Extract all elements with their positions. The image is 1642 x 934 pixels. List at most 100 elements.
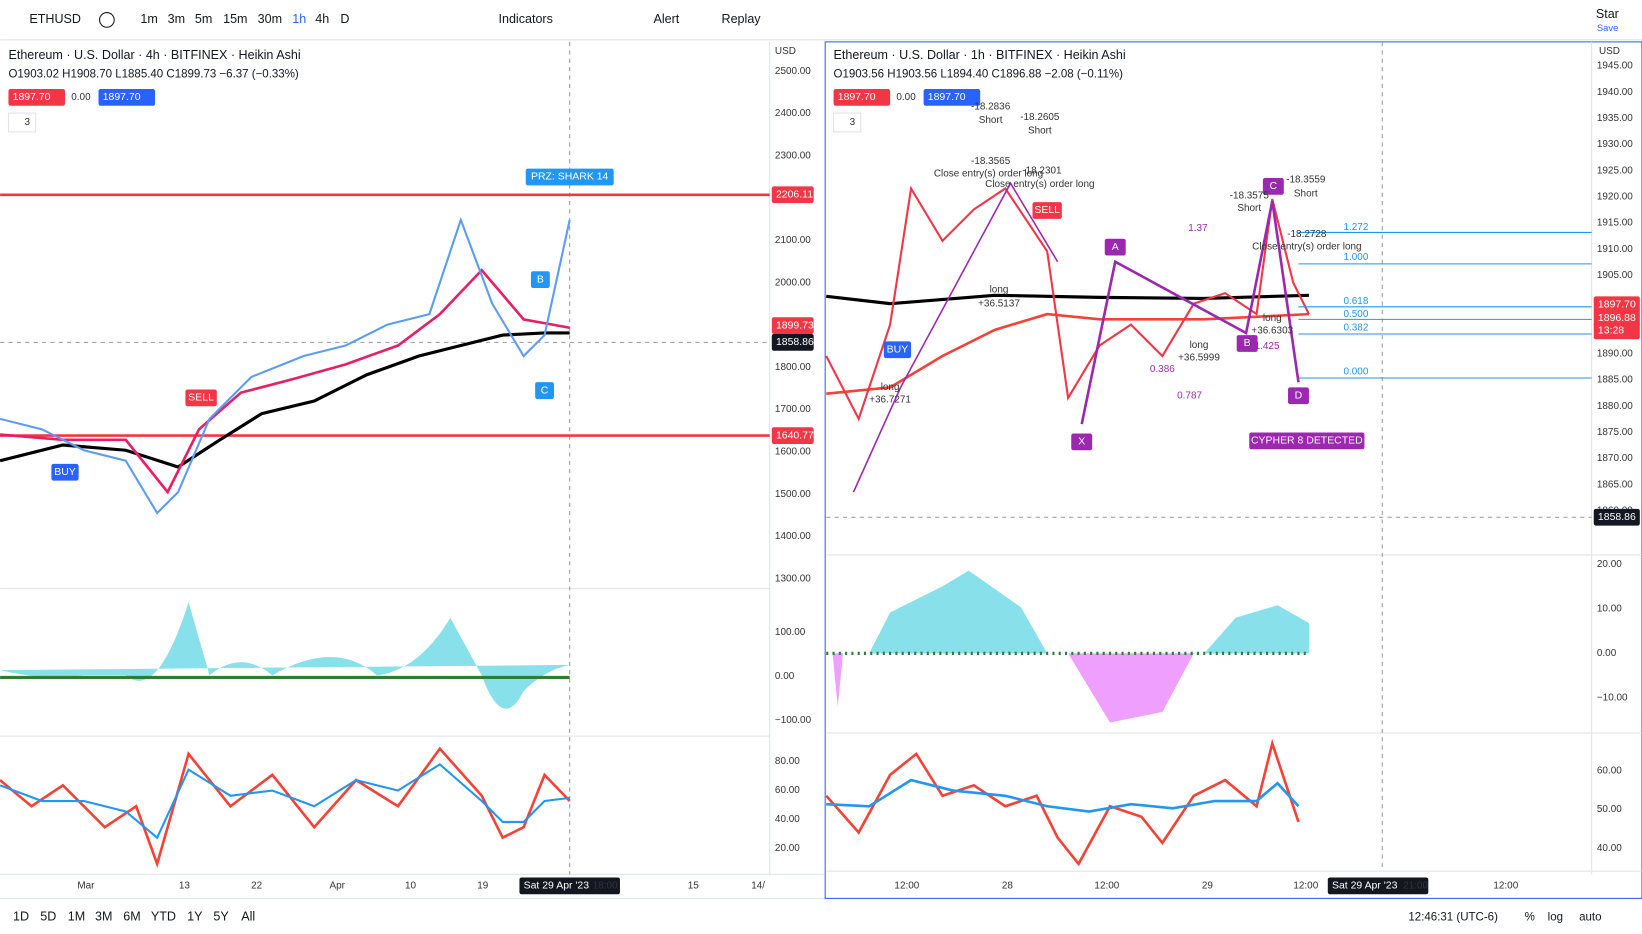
indicators[interactable]: Indicators: [498, 12, 552, 26]
range-button[interactable]: All: [241, 910, 255, 924]
range-button[interactable]: YTD: [151, 910, 176, 924]
ohlc: O1903.02 H1908.70 L1885.40 C1899.73 −6.3…: [8, 68, 298, 80]
replay[interactable]: Replay: [722, 12, 762, 26]
interval[interactable]: 4h: [315, 12, 329, 26]
ratio-label: 0.787: [1177, 390, 1202, 401]
symbol[interactable]: ETHUSD: [29, 12, 81, 26]
trade-note: long: [881, 382, 900, 393]
price-label: 1300.00: [775, 573, 811, 584]
range-button[interactable]: 6M: [123, 910, 140, 924]
moving-average: [0, 268, 570, 495]
price-line: [0, 216, 571, 515]
price-label: 1880.00: [1597, 401, 1633, 412]
pane-title: Ethereum · U.S. Dollar · 1h · BITFINEX ·…: [834, 48, 1126, 62]
rsi-signal: [0, 763, 570, 840]
price-label: 1865.00: [1597, 479, 1633, 490]
indicator-count: 3: [25, 117, 31, 128]
range-button[interactable]: 1M: [68, 910, 85, 924]
interval[interactable]: 5m: [195, 12, 212, 26]
signal-label-bg: [1032, 202, 1062, 219]
spread: 0.00: [896, 92, 916, 103]
price-badge-bg: [1593, 508, 1640, 526]
alert[interactable]: Alert: [653, 12, 679, 26]
buy-signal: BUY: [54, 467, 76, 478]
time-label: 13: [179, 880, 191, 891]
rsi-line: [825, 738, 1300, 867]
ratio-label: 1.37: [1188, 223, 1208, 234]
trade-note: long: [1263, 313, 1282, 324]
rsi-label: 80.00: [775, 756, 800, 767]
interval[interactable]: D: [340, 12, 349, 26]
interval[interactable]: 15m: [223, 12, 247, 26]
pattern-label-bg: [1249, 432, 1365, 450]
price-badge-bg: [1593, 296, 1640, 314]
time-label: 22: [251, 880, 263, 891]
range-button[interactable]: 3M: [95, 910, 112, 924]
bid-badge: 1897.70: [838, 92, 876, 103]
price-label: 1875.00: [1597, 427, 1633, 438]
rsi-label: 20.00: [775, 843, 800, 854]
price-label: 2400.00: [775, 108, 811, 119]
star[interactable]: Star: [1596, 7, 1619, 21]
range-button[interactable]: 1D: [13, 910, 29, 924]
add-symbol[interactable]: [99, 12, 115, 28]
collapse-box[interactable]: [833, 112, 862, 133]
price-badge-bg: [771, 186, 814, 204]
trade-note: +36.6303: [1251, 326, 1293, 337]
trade-note: +36.7271: [869, 395, 911, 406]
price-badge: 2206.11: [776, 190, 813, 201]
ratio-label: 0.386: [1150, 364, 1175, 375]
range-button[interactable]: 5D: [40, 910, 56, 924]
price-label: 1600.00: [775, 447, 811, 458]
osc-label: −100.00: [775, 715, 812, 726]
log-toggle[interactable]: log: [1548, 911, 1563, 923]
fib-label: 1.000: [1343, 252, 1368, 263]
collapse-box[interactable]: [7, 112, 37, 133]
price-label: 1870.00: [1597, 453, 1633, 464]
pattern-point-bg: [1071, 433, 1093, 451]
currency: USD: [1599, 46, 1620, 57]
range-button[interactable]: 5Y: [213, 910, 229, 924]
trade-note: long: [1190, 340, 1209, 351]
fib-label: 0.500: [1343, 309, 1368, 320]
trade-note: long: [990, 285, 1009, 296]
buy-signal-bg: [51, 463, 79, 481]
price-badge-bg: [771, 427, 814, 444]
price-label: 2300.00: [775, 150, 811, 161]
interval[interactable]: 30m: [258, 12, 282, 26]
fib-label: 1.272: [1343, 222, 1368, 233]
cursor-date-bg: [1327, 877, 1429, 895]
price-badge-bg: [1593, 322, 1640, 340]
range-button[interactable]: 1Y: [187, 910, 203, 924]
trade-note: Short: [1028, 126, 1052, 137]
price-label: 1920.00: [1597, 191, 1633, 202]
rsi-label: 50.00: [1597, 804, 1622, 815]
price-label: 1905.00: [1597, 270, 1633, 281]
rsi-label: 60.00: [775, 785, 800, 796]
osc-label: 20.00: [1597, 559, 1622, 570]
time-label: 29: [1202, 880, 1214, 891]
moving-average: [0, 331, 570, 469]
price-label: 1700.00: [775, 404, 811, 415]
interval[interactable]: 1m: [140, 12, 157, 26]
price-badge: 1897.70: [1598, 299, 1636, 310]
bid-badge: 1897.70: [13, 92, 51, 103]
auto-toggle[interactable]: auto: [1579, 911, 1601, 923]
trade-note: +36.5999: [1178, 353, 1220, 364]
price-badge: 1640.77: [776, 430, 814, 441]
interval[interactable]: 3m: [168, 12, 185, 26]
save[interactable]: Save: [1597, 22, 1618, 33]
price-label: 1400.00: [775, 531, 811, 542]
sell-signal: SELL: [188, 393, 214, 404]
price-label: 1940.00: [1597, 87, 1633, 98]
interval[interactable]: 1h: [292, 12, 306, 26]
cursor-time: 21:00: [1403, 880, 1428, 891]
oscillator: [0, 602, 570, 709]
percent-toggle[interactable]: %: [1525, 911, 1535, 923]
time-label: Apr: [330, 880, 346, 891]
pattern-point: C: [1270, 181, 1278, 192]
pattern-point: X: [1078, 437, 1085, 448]
osc-label: 0.00: [775, 671, 795, 682]
time-label: 12:00: [1094, 880, 1119, 891]
